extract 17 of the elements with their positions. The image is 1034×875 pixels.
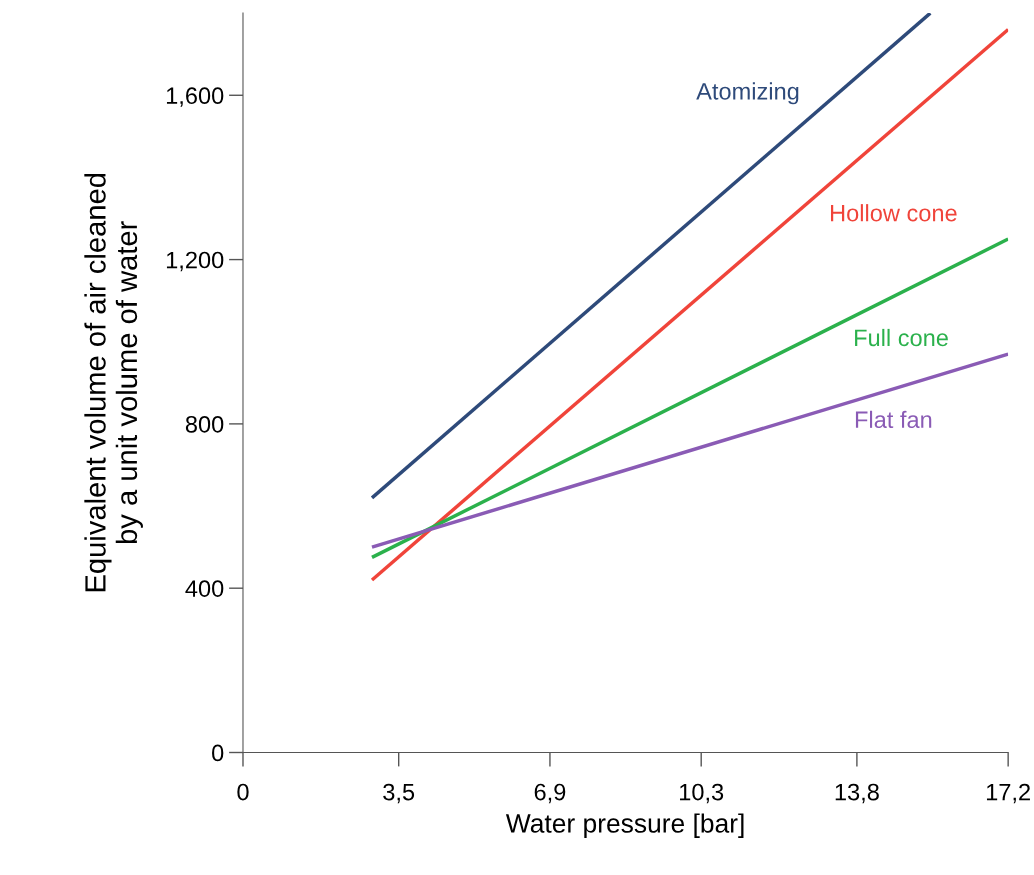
- y-tick-label: 0: [212, 744, 224, 762]
- series-label: Full cone: [855, 328, 948, 347]
- x-tick-label: 6,9: [534, 783, 566, 804]
- y-tick-label: 400: [185, 580, 224, 597]
- x-tick-label: 17,2: [986, 783, 1030, 804]
- series-label: Flat fan: [855, 410, 932, 429]
- y-axis-title: Equivalent volume of air cleaned by a unit volume of water: [84, 173, 143, 592]
- y-tick-label: 800: [185, 415, 224, 433]
- x-axis-title: Water pressure [bar]: [505, 813, 744, 838]
- x-tick-label: 3,5: [383, 783, 415, 804]
- x-tick-label: 10,3: [680, 783, 724, 804]
- series-label: Hollow cone: [831, 204, 957, 222]
- x-tick-label: 0: [237, 783, 249, 801]
- series-label: Atomizing: [696, 82, 799, 105]
- x-tick-label: 13,8: [835, 783, 879, 804]
- y-tick-label: 1,200: [166, 251, 224, 272]
- y-tick-label: 1,600: [166, 87, 224, 107]
